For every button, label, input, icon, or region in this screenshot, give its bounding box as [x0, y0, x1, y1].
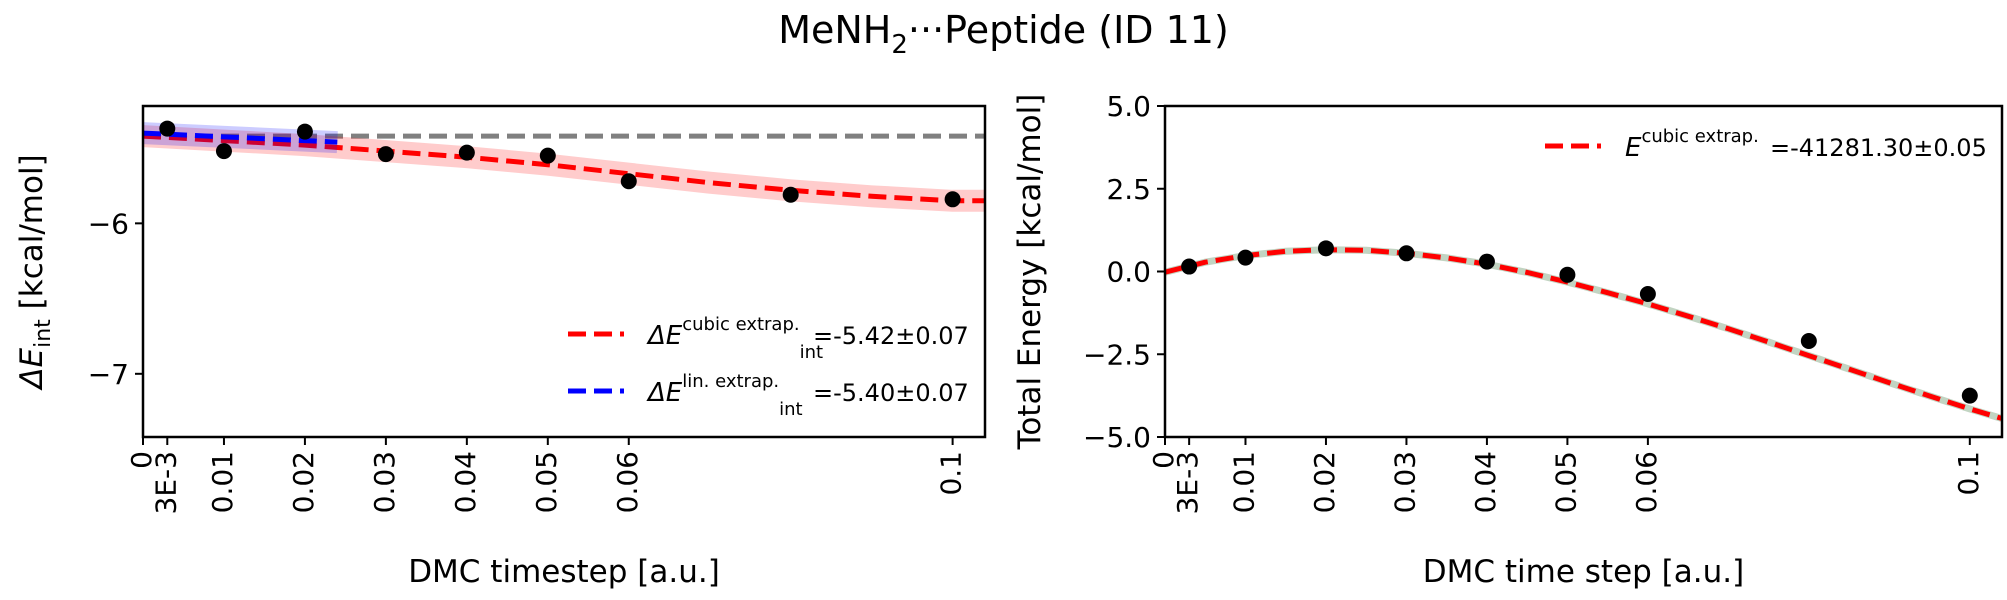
y-axis-label-part: [kcal/mol] — [14, 154, 50, 319]
x-tick-label: 0.06 — [611, 451, 644, 513]
plot-area — [1165, 240, 2002, 422]
data-point — [944, 191, 961, 208]
x-tick-label: 3E-3 — [1171, 451, 1204, 514]
y-axis-label-part: int — [31, 319, 56, 348]
legend-label-part-2: int — [800, 342, 823, 363]
x-tick-label: 0.02 — [1308, 451, 1341, 513]
data-point — [1237, 249, 1254, 266]
x-tick-label: 0.05 — [1549, 451, 1582, 513]
data-point — [620, 173, 637, 190]
x-tick-label: 0.05 — [530, 451, 563, 513]
title-prefix: MeNH — [778, 8, 892, 52]
x-tick-label: 0.01 — [1227, 451, 1260, 513]
x-tick-label: 0 — [125, 451, 158, 469]
legend-label: ΔEcubic extrap.int — [646, 314, 823, 363]
legend-label-part-0: ΔE — [646, 321, 683, 351]
data-point — [1961, 387, 1978, 404]
data-point — [1181, 258, 1198, 275]
x-tick-label: 0.03 — [368, 451, 401, 513]
data-point — [159, 120, 176, 137]
x-tick-label: 0.04 — [449, 451, 482, 513]
legend-value: =-41281.30±0.05 — [1770, 134, 1987, 162]
data-point — [215, 143, 232, 160]
x-tick-label: 0.04 — [1469, 451, 1502, 513]
series-line-0 — [143, 133, 985, 204]
legend-label: Ecubic extrap. — [1625, 126, 1759, 163]
series-band-0 — [1165, 246, 2002, 422]
plot-area — [143, 120, 985, 212]
y-axis-label: Total Energy [kcal/mol] — [1012, 94, 1048, 451]
x-tick-label: 0.1 — [935, 451, 968, 496]
x-axis-label: DMC timestep [a.u.] — [408, 554, 720, 590]
legend-label-part-0: ΔE — [646, 378, 683, 408]
legend-label-part-1: cubic extrap. — [1641, 126, 1758, 147]
data-point — [377, 146, 394, 163]
legend-value: =-5.40±0.07 — [813, 379, 969, 407]
figure-title: MeNH2···Peptide (ID 11) — [0, 8, 2007, 60]
data-point — [458, 144, 475, 161]
data-point — [539, 147, 556, 164]
data-point — [1639, 286, 1656, 303]
y-tick-label: 0.0 — [1106, 256, 1151, 289]
y-tick-label: 2.5 — [1106, 173, 1151, 206]
x-tick-label: 0.1 — [1952, 451, 1985, 496]
panel-2: 03E-3 0.01 0.02 0.03 0.04 0.05 0.06 0.1 −5.0 −2.5… — [1012, 90, 2004, 590]
y-tick-label: −5.0 — [1083, 421, 1151, 454]
legend-label-part-0: E — [1625, 133, 1642, 163]
x-tick-label: 3E-3 — [149, 451, 182, 514]
legend-label: ΔElin. extrap.int — [646, 371, 803, 420]
y-axis-label-part: ΔE — [14, 347, 50, 390]
y-axis-label: ΔEint [kcal/mol] — [14, 154, 56, 390]
data-point — [296, 123, 313, 140]
data-point — [782, 186, 799, 203]
series-line-0 — [1165, 247, 2002, 421]
x-tick-label: 0.01 — [206, 451, 239, 513]
title-suffix: ···Peptide (ID 11) — [907, 8, 1229, 52]
y-tick-label: 5.0 — [1106, 90, 1151, 123]
y-tick-label: −7 — [88, 358, 129, 391]
x-tick-label: 0.03 — [1388, 451, 1421, 513]
legend-label-part-2: int — [779, 399, 802, 420]
data-point — [1398, 245, 1415, 262]
panel-1: 03E-3 0.01 0.02 0.03 0.04 0.05 0.06 0.1 −7 −6 DMC … — [14, 104, 987, 590]
x-tick-label: 0.02 — [287, 451, 320, 513]
x-tick-label: 0.06 — [1630, 451, 1663, 513]
title-subscript: 2 — [891, 30, 908, 60]
x-axis-label: DMC time step [a.u.] — [1423, 554, 1744, 590]
y-tick-label: −6 — [88, 207, 129, 240]
legend-value: =-5.42±0.07 — [813, 322, 969, 350]
series-line-1 — [143, 130, 338, 145]
data-point — [1559, 266, 1576, 283]
axes-frame — [141, 104, 987, 439]
x-tick-label: 0 — [1147, 451, 1180, 469]
data-point — [1800, 333, 1817, 350]
data-point — [1478, 253, 1495, 270]
legend-label-part-1: lin. extrap. — [682, 371, 779, 392]
legend-label-part-1: cubic extrap. — [682, 314, 799, 335]
y-tick-label: −2.5 — [1083, 338, 1151, 371]
data-point — [1317, 240, 1334, 257]
